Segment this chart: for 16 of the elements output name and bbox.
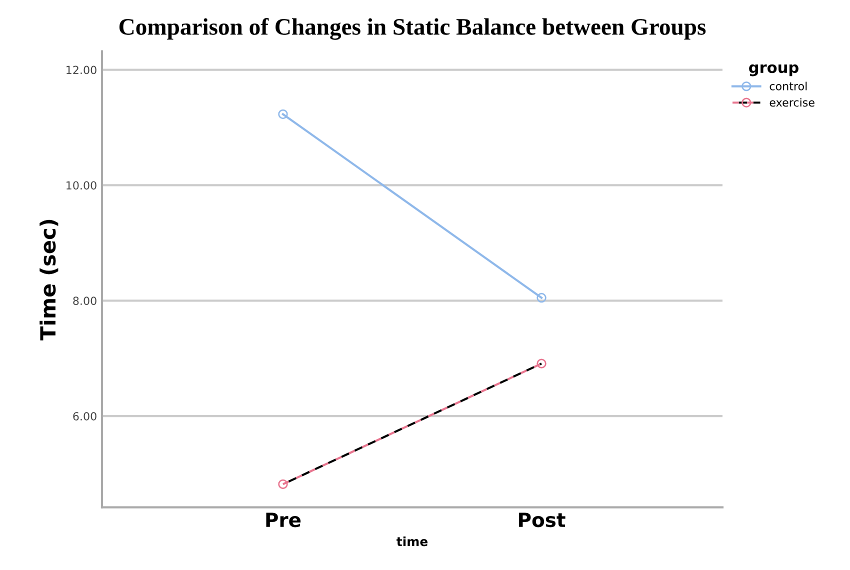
point	[536, 292, 546, 303]
point	[536, 358, 546, 368]
x-axis-title: time	[396, 536, 428, 546]
point	[278, 479, 288, 490]
y-tick-label: 8.00	[73, 296, 96, 306]
y-tick-label: 12.00	[66, 66, 96, 74]
legend-title: group	[749, 64, 798, 76]
y-tick-label: 6.00	[73, 412, 96, 420]
chart-title: Comparison of Changes in Static Balance between Groups	[119, 18, 706, 40]
point	[278, 109, 288, 120]
legend-label: exercise	[770, 98, 814, 107]
x-tick-label: Pre	[266, 512, 301, 528]
x-tick-label: Post	[519, 512, 566, 528]
legend-label: control	[770, 82, 807, 90]
y-tick-label: 10.00	[66, 181, 96, 190]
y-axis-title: Time (sec)	[40, 220, 58, 340]
